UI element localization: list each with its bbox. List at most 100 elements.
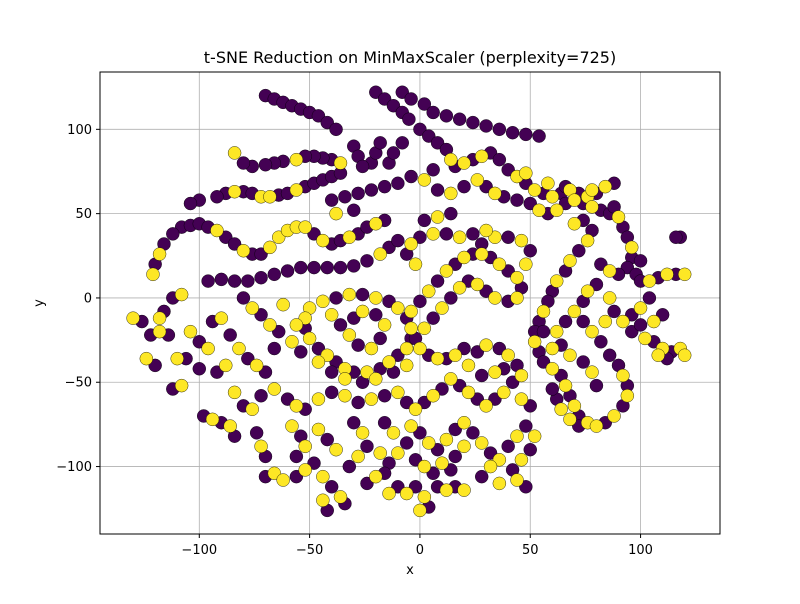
y-tick-label: −50 xyxy=(65,376,92,391)
data-point-class-1 xyxy=(408,402,423,416)
data-point-class-1 xyxy=(430,210,445,224)
data-point-class-1 xyxy=(567,193,582,207)
points-layer xyxy=(126,85,692,518)
data-point-class-1 xyxy=(311,422,326,437)
data-point-class-1 xyxy=(457,416,471,430)
data-point-class-1 xyxy=(567,399,582,413)
data-point-class-0 xyxy=(391,233,405,248)
data-point-class-1 xyxy=(302,331,317,346)
data-point-class-1 xyxy=(417,173,432,187)
data-point-class-0 xyxy=(294,345,308,359)
data-point-class-1 xyxy=(558,378,573,393)
data-point-class-0 xyxy=(501,230,515,244)
data-point-class-0 xyxy=(439,227,454,241)
data-point-class-1 xyxy=(470,173,484,187)
data-point-class-0 xyxy=(430,274,445,288)
data-point-class-1 xyxy=(439,432,454,447)
y-tick-label: −100 xyxy=(56,460,92,475)
data-point-class-0 xyxy=(572,244,586,258)
data-point-class-1 xyxy=(311,355,326,369)
data-point-class-0 xyxy=(457,179,471,194)
data-point-class-1 xyxy=(633,301,648,315)
data-point-class-1 xyxy=(223,419,237,433)
data-point-class-1 xyxy=(545,190,560,204)
data-point-class-0 xyxy=(294,260,308,275)
data-point-class-0 xyxy=(501,439,515,454)
data-point-class-0 xyxy=(444,206,458,221)
data-point-class-1 xyxy=(289,399,304,413)
data-point-class-1 xyxy=(373,446,387,460)
data-point-class-1 xyxy=(651,348,665,362)
data-point-class-1 xyxy=(342,230,357,244)
data-point-class-1 xyxy=(444,186,458,201)
data-point-class-1 xyxy=(585,183,599,197)
data-point-class-1 xyxy=(585,365,599,379)
data-point-class-1 xyxy=(479,223,493,238)
data-point-class-1 xyxy=(324,308,339,322)
data-point-class-0 xyxy=(289,449,304,464)
data-point-class-0 xyxy=(391,176,405,190)
data-point-class-1 xyxy=(501,348,515,362)
data-point-class-0 xyxy=(377,416,392,430)
data-point-class-1 xyxy=(399,341,414,356)
data-point-class-1 xyxy=(426,227,440,241)
data-point-class-0 xyxy=(192,362,206,376)
data-point-class-0 xyxy=(426,105,440,120)
data-point-class-0 xyxy=(267,267,282,282)
data-point-class-1 xyxy=(369,372,383,386)
data-point-class-1 xyxy=(580,284,595,298)
data-point-class-1 xyxy=(598,179,612,194)
data-point-class-1 xyxy=(333,490,348,504)
data-point-class-1 xyxy=(545,362,560,376)
data-point-class-1 xyxy=(316,294,330,309)
data-point-class-1 xyxy=(285,335,299,349)
data-point-class-0 xyxy=(267,341,282,356)
data-point-class-0 xyxy=(364,183,379,197)
data-point-class-1 xyxy=(475,149,489,164)
x-tick-label: 100 xyxy=(628,543,653,558)
data-point-class-1 xyxy=(289,318,304,332)
data-point-class-1 xyxy=(426,389,440,403)
data-point-class-1 xyxy=(316,493,330,507)
data-point-class-1 xyxy=(497,385,511,400)
data-point-class-1 xyxy=(510,473,524,487)
data-point-class-1 xyxy=(276,473,290,487)
data-point-class-1 xyxy=(475,247,489,261)
data-point-class-1 xyxy=(289,152,304,167)
data-point-class-1 xyxy=(638,331,652,346)
data-point-class-1 xyxy=(152,311,167,325)
data-point-class-0 xyxy=(594,335,608,349)
data-point-class-1 xyxy=(404,419,418,433)
data-point-class-0 xyxy=(576,314,590,329)
data-point-class-1 xyxy=(399,358,414,373)
data-point-class-0 xyxy=(333,318,348,332)
data-point-class-1 xyxy=(647,314,661,329)
data-point-class-0 xyxy=(475,469,489,484)
data-point-class-1 xyxy=(338,389,352,403)
data-point-class-0 xyxy=(444,291,458,305)
data-point-class-1 xyxy=(338,372,352,386)
data-point-class-1 xyxy=(316,469,330,484)
data-point-class-1 xyxy=(276,297,290,312)
data-point-class-1 xyxy=(435,456,449,470)
data-point-class-0 xyxy=(223,328,237,342)
y-tick-label: 100 xyxy=(67,123,92,138)
data-point-class-0 xyxy=(338,190,352,204)
data-point-class-1 xyxy=(298,463,312,477)
data-point-class-0 xyxy=(360,439,374,454)
data-point-class-1 xyxy=(364,392,379,406)
data-point-class-1 xyxy=(219,358,233,373)
data-point-class-1 xyxy=(263,190,277,204)
data-point-class-0 xyxy=(386,146,401,160)
data-point-class-1 xyxy=(585,324,599,339)
data-point-class-1 xyxy=(174,287,189,302)
data-point-class-1 xyxy=(369,291,383,305)
data-point-class-0 xyxy=(642,291,657,305)
data-point-class-1 xyxy=(625,240,639,255)
x-tick-label: 0 xyxy=(416,543,424,558)
data-point-class-0 xyxy=(241,274,255,288)
data-point-class-1 xyxy=(430,351,445,366)
data-point-class-0 xyxy=(430,183,445,197)
data-point-class-1 xyxy=(519,257,533,271)
data-point-class-1 xyxy=(183,324,198,339)
